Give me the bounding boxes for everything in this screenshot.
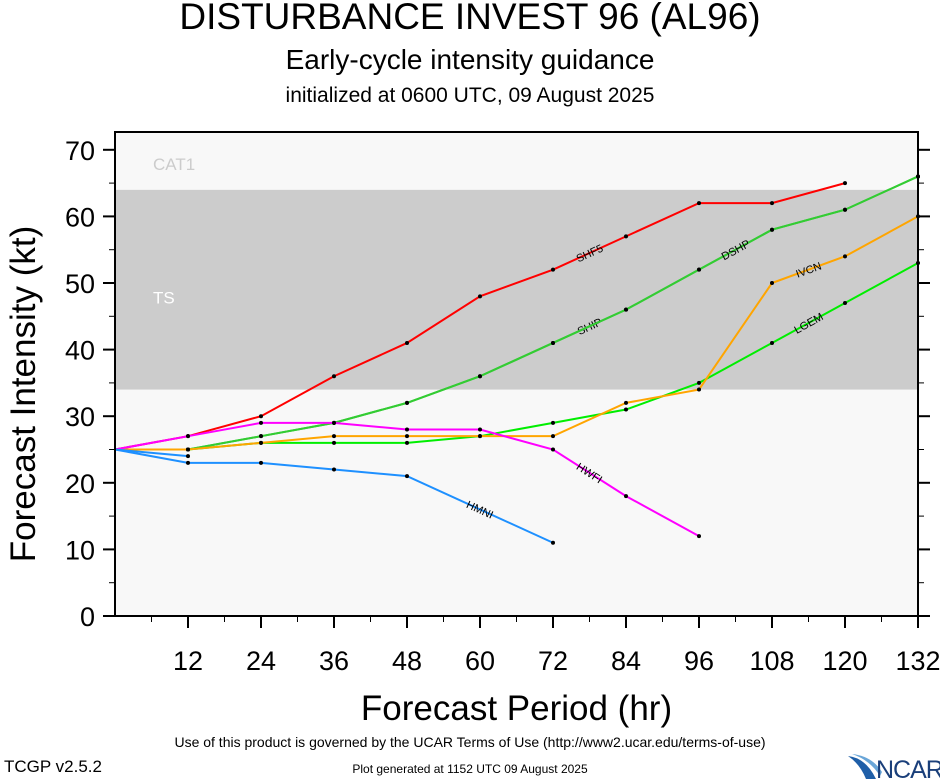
data-point bbox=[551, 340, 555, 345]
data-point bbox=[332, 440, 336, 445]
data-point bbox=[770, 340, 774, 345]
y-tick-label: 30 bbox=[65, 402, 95, 432]
data-point bbox=[186, 460, 190, 465]
chart-subtitle: Early-cycle intensity guidance bbox=[285, 44, 655, 75]
chart-title: DISTURBANCE INVEST 96 (AL96) bbox=[179, 0, 761, 37]
data-point bbox=[405, 427, 409, 432]
band-cat1 bbox=[115, 149, 918, 190]
data-point bbox=[405, 340, 409, 345]
svg-text:NCAR: NCAR bbox=[876, 756, 940, 780]
data-point bbox=[551, 434, 555, 439]
data-point bbox=[259, 440, 263, 445]
terms-of-use: Use of this product is governed by the U… bbox=[174, 734, 766, 750]
y-tick-label: 0 bbox=[80, 602, 95, 632]
series-unnamed bbox=[114, 448, 190, 459]
data-point bbox=[478, 427, 482, 432]
data-point bbox=[624, 494, 628, 499]
x-tick-label: 84 bbox=[611, 646, 641, 676]
data-point bbox=[843, 207, 847, 212]
x-tick-label: 132 bbox=[895, 646, 940, 676]
data-point bbox=[405, 434, 409, 439]
ncar-logo: NCAR bbox=[848, 754, 940, 780]
data-point bbox=[624, 407, 628, 412]
data-point bbox=[186, 447, 190, 452]
data-point bbox=[770, 227, 774, 232]
x-tick-label: 48 bbox=[392, 646, 422, 676]
initialized-time: initialized at 0600 UTC, 09 August 2025 bbox=[285, 84, 655, 107]
data-point bbox=[843, 181, 847, 186]
data-point bbox=[478, 374, 482, 379]
x-tick-label: 120 bbox=[822, 646, 867, 676]
data-point bbox=[624, 400, 628, 405]
data-point bbox=[551, 420, 555, 425]
data-point bbox=[186, 454, 190, 459]
band-ts bbox=[115, 189, 918, 390]
y-tick-label: 10 bbox=[65, 535, 95, 565]
series-line bbox=[114, 448, 189, 458]
data-point bbox=[624, 307, 628, 312]
series-line bbox=[114, 448, 554, 544]
series-line bbox=[115, 215, 919, 451]
version-label: TCGP v2.5.2 bbox=[4, 757, 102, 776]
x-tick-label: 12 bbox=[173, 646, 203, 676]
data-point bbox=[332, 434, 336, 439]
y-tick-label: 50 bbox=[65, 269, 95, 299]
band-label: CAT1 bbox=[153, 155, 195, 174]
data-point bbox=[332, 374, 336, 379]
data-point bbox=[259, 414, 263, 419]
data-point bbox=[405, 440, 409, 445]
data-point bbox=[259, 434, 263, 439]
data-point bbox=[405, 400, 409, 405]
data-point bbox=[332, 420, 336, 425]
x-tick-label: 36 bbox=[319, 646, 349, 676]
data-point bbox=[624, 234, 628, 239]
y-tick-label: 70 bbox=[65, 136, 95, 166]
x-tick-label: 96 bbox=[684, 646, 714, 676]
x-tick-label: 24 bbox=[246, 646, 276, 676]
data-point bbox=[259, 460, 263, 465]
data-point bbox=[770, 201, 774, 206]
data-point bbox=[697, 267, 701, 272]
data-point bbox=[259, 420, 263, 425]
data-point bbox=[697, 534, 701, 539]
data-point bbox=[332, 467, 336, 472]
band-label: TS bbox=[153, 288, 175, 307]
data-point bbox=[478, 294, 482, 299]
x-tick-label: 60 bbox=[465, 646, 495, 676]
data-point bbox=[843, 254, 847, 259]
data-point bbox=[697, 380, 701, 385]
data-point bbox=[697, 201, 701, 206]
data-point bbox=[697, 387, 701, 392]
series-line bbox=[115, 175, 919, 451]
data-point bbox=[478, 434, 482, 439]
y-tick-label: 60 bbox=[65, 202, 95, 232]
data-point bbox=[186, 434, 190, 439]
generated-time: Plot generated at 1152 UTC 09 August 202… bbox=[352, 762, 588, 776]
x-tick-label: 72 bbox=[538, 646, 568, 676]
data-point bbox=[551, 540, 555, 545]
data-point bbox=[843, 300, 847, 305]
x-axis-label: Forecast Period (hr) bbox=[361, 689, 672, 728]
y-tick-label: 20 bbox=[65, 469, 95, 499]
x-tick-label: 108 bbox=[749, 646, 794, 676]
data-point bbox=[551, 267, 555, 272]
data-point bbox=[405, 474, 409, 479]
data-point bbox=[770, 281, 774, 285]
y-axis-label: Forecast Intensity (kt) bbox=[4, 226, 43, 562]
y-tick-label: 40 bbox=[65, 336, 95, 366]
data-point bbox=[551, 447, 555, 452]
